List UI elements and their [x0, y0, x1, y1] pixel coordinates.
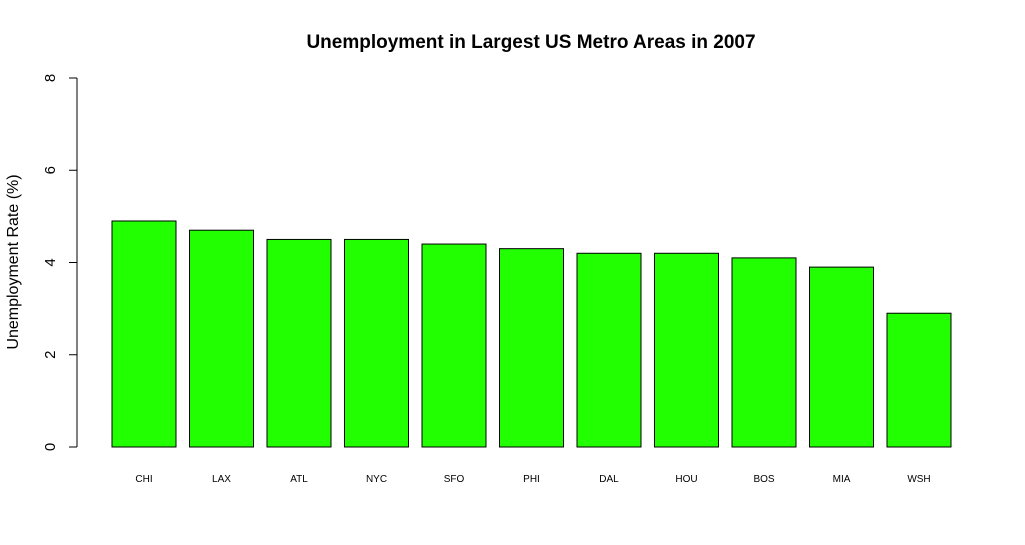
bar-phi	[499, 248, 564, 448]
bar-lax	[189, 229, 254, 448]
x-category-label: LAX	[212, 474, 231, 485]
bar-wsh	[886, 312, 952, 448]
bar-nyc	[344, 238, 409, 448]
x-category-label: SFO	[444, 474, 465, 485]
x-category-label: NYC	[366, 474, 387, 485]
bar-chi	[111, 220, 177, 448]
bars-group	[111, 220, 952, 448]
x-category-label: CHI	[135, 474, 152, 485]
y-tick-label: 6	[42, 166, 59, 174]
x-category-label: DAL	[599, 474, 619, 485]
y-tick-label: 0	[42, 443, 59, 451]
x-category-label: MIA	[833, 474, 851, 485]
y-tick-label: 8	[42, 74, 59, 82]
x-category-label: ATL	[290, 474, 308, 485]
y-tick-label: 2	[42, 351, 59, 359]
bar-atl	[266, 238, 332, 448]
bar-sfo	[421, 243, 487, 448]
bar-hou	[654, 252, 719, 448]
y-tick-label: 4	[42, 258, 59, 266]
y-axis-label: Unemployment Rate (%)	[5, 174, 22, 349]
x-category-label: PHI	[523, 474, 540, 485]
x-category-label: HOU	[675, 474, 697, 485]
bar-mia	[809, 266, 874, 448]
chart-title: Unemployment in Largest US Metro Areas i…	[306, 32, 755, 53]
x-category-label: BOS	[753, 474, 774, 485]
x-category-label: WSH	[907, 474, 930, 485]
y-axis: 0 2 4 6 8	[42, 74, 78, 451]
bar-dal	[576, 252, 642, 448]
category-labels: CHI LAX ATL NYC SFO PHI DAL HOU BOS MIA WSH	[135, 474, 930, 485]
bar-bos	[731, 257, 797, 448]
